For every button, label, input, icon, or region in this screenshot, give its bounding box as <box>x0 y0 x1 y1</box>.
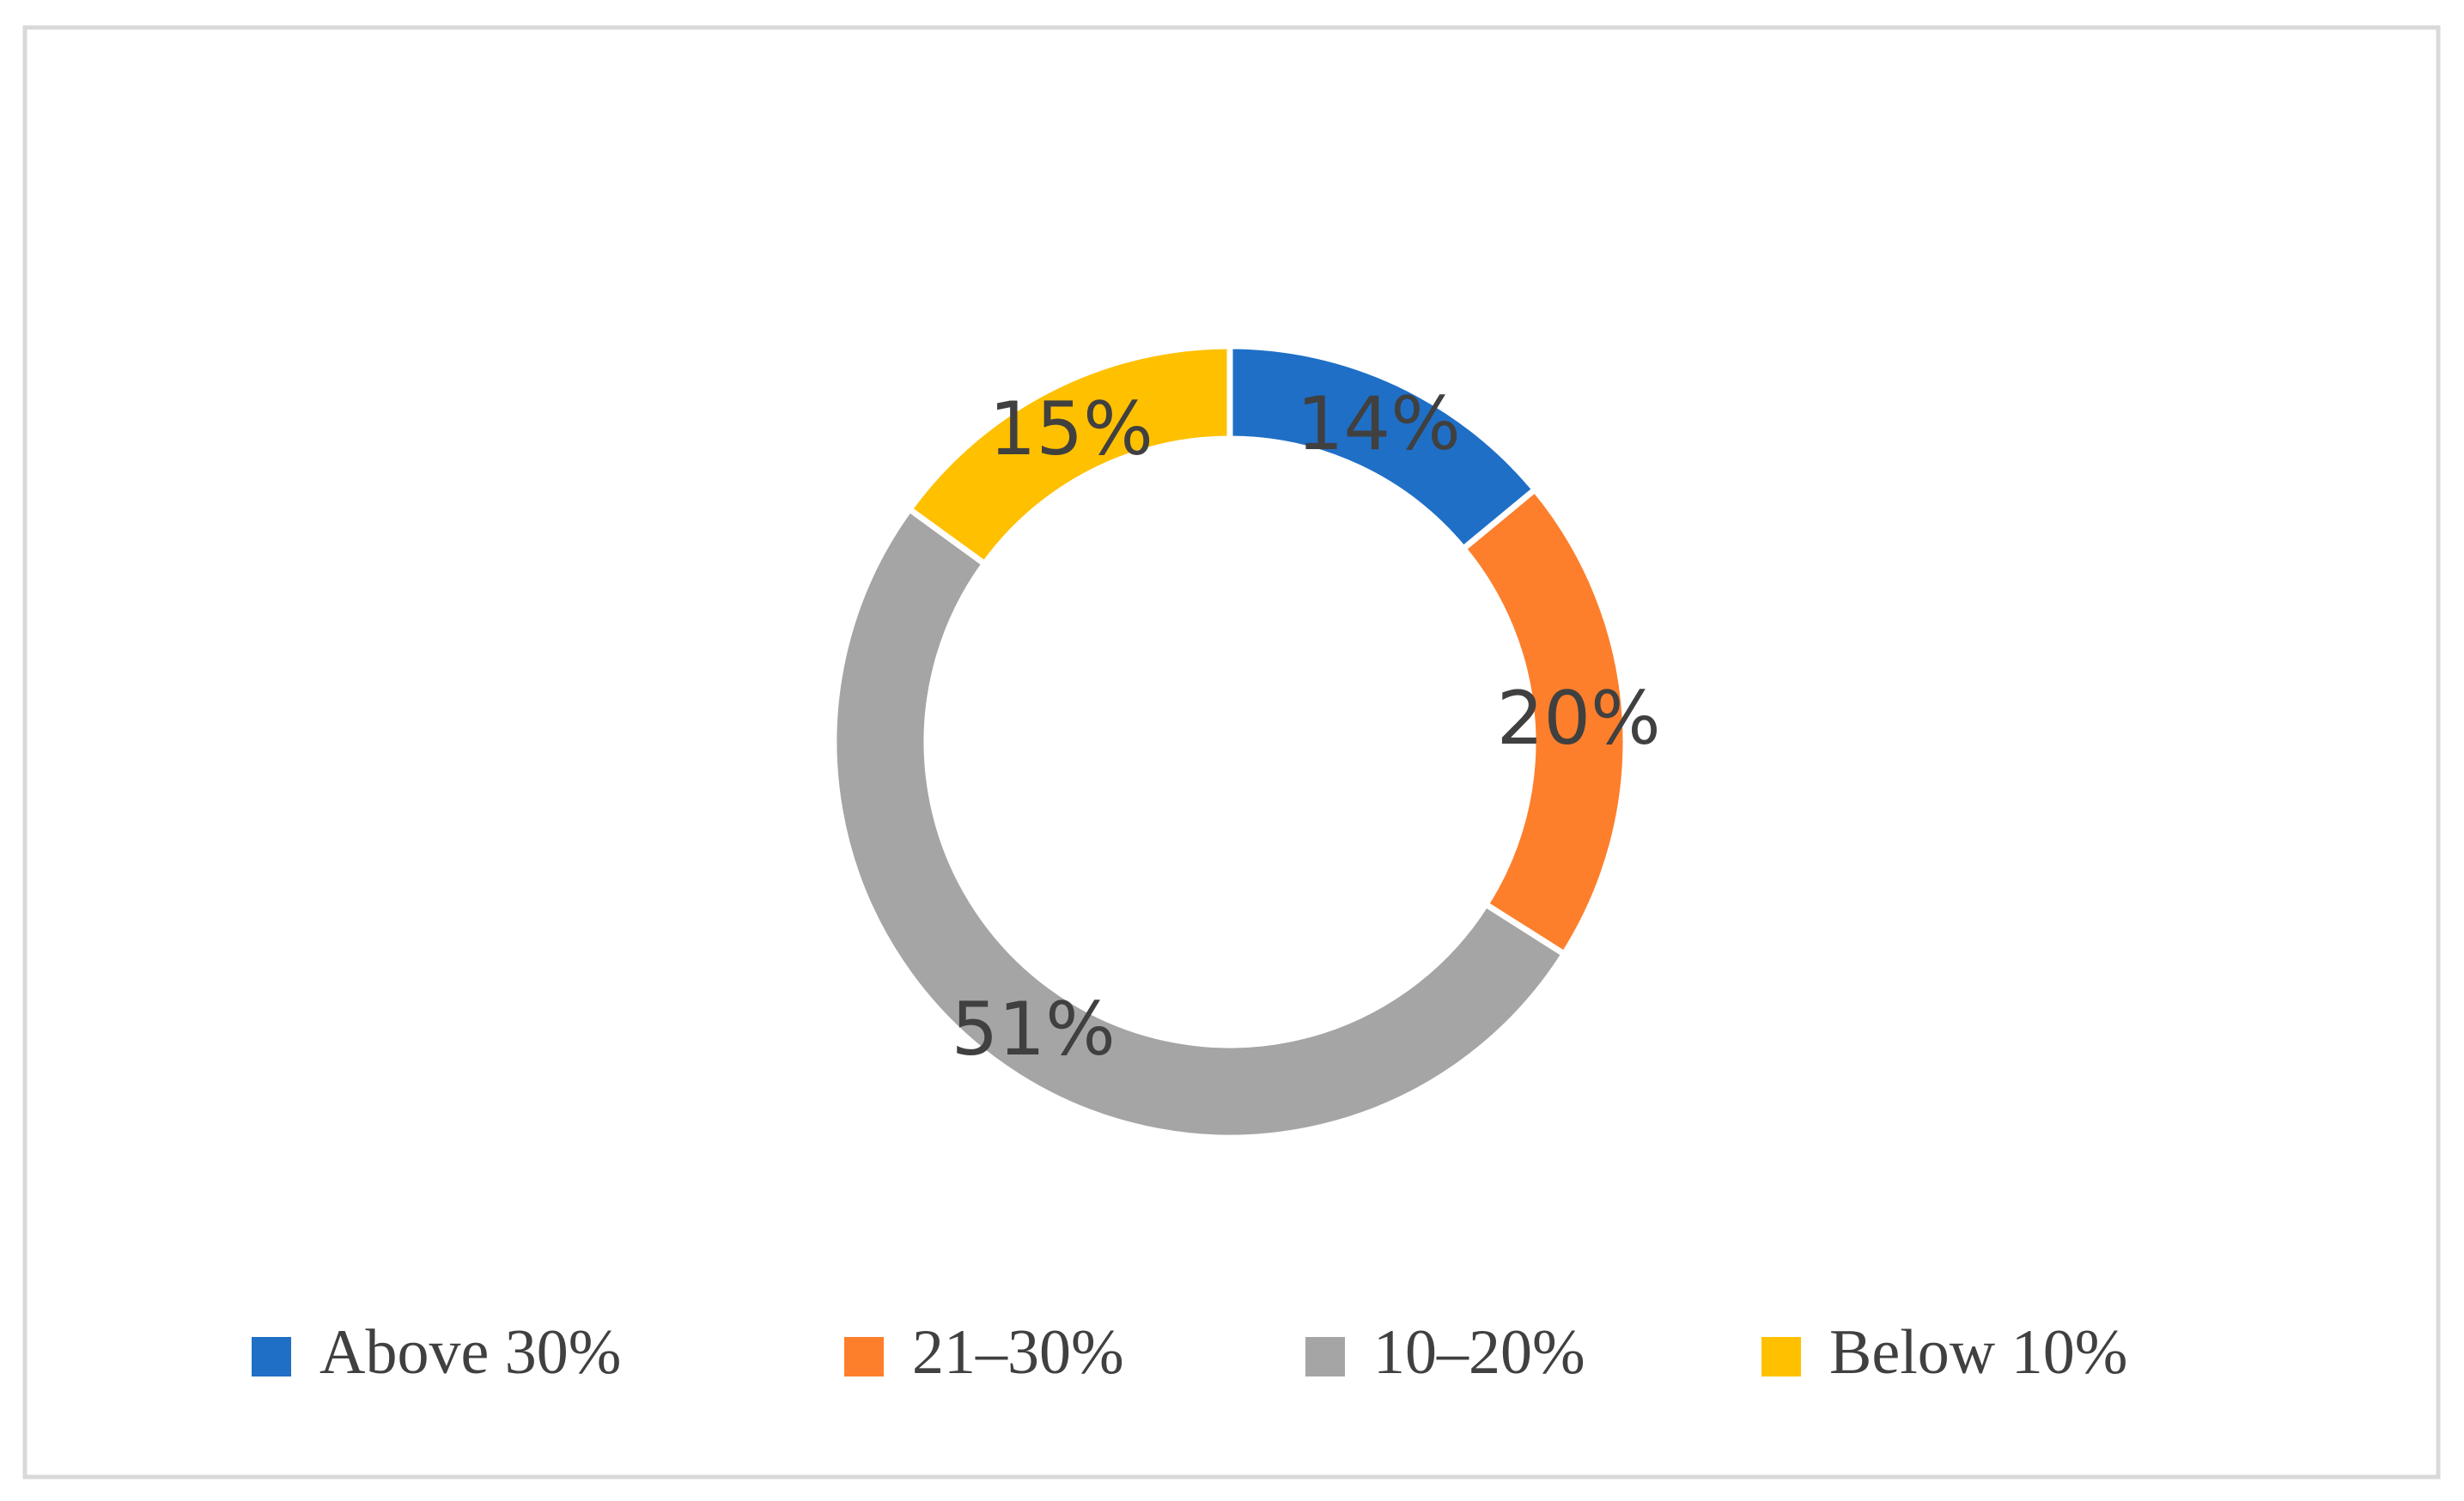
legend-label: Below 10% <box>1829 1317 2127 1388</box>
data-label: 20% <box>1497 676 1661 762</box>
legend-swatch <box>1305 1337 1345 1376</box>
data-label: 14% <box>1297 381 1461 467</box>
data-label: 51% <box>952 987 1116 1073</box>
legend-swatch <box>252 1337 291 1376</box>
legend-swatch <box>1761 1337 1801 1376</box>
donut-slice <box>830 505 1569 1141</box>
chart-frame <box>22 25 2441 1480</box>
data-label: 15% <box>989 386 1153 472</box>
legend-label: 21–30% <box>912 1317 1124 1388</box>
legend-swatch <box>844 1337 884 1376</box>
donut-slice <box>905 343 1233 568</box>
legend-label: Above 30% <box>319 1317 621 1388</box>
legend-label: 10–20% <box>1373 1317 1585 1388</box>
